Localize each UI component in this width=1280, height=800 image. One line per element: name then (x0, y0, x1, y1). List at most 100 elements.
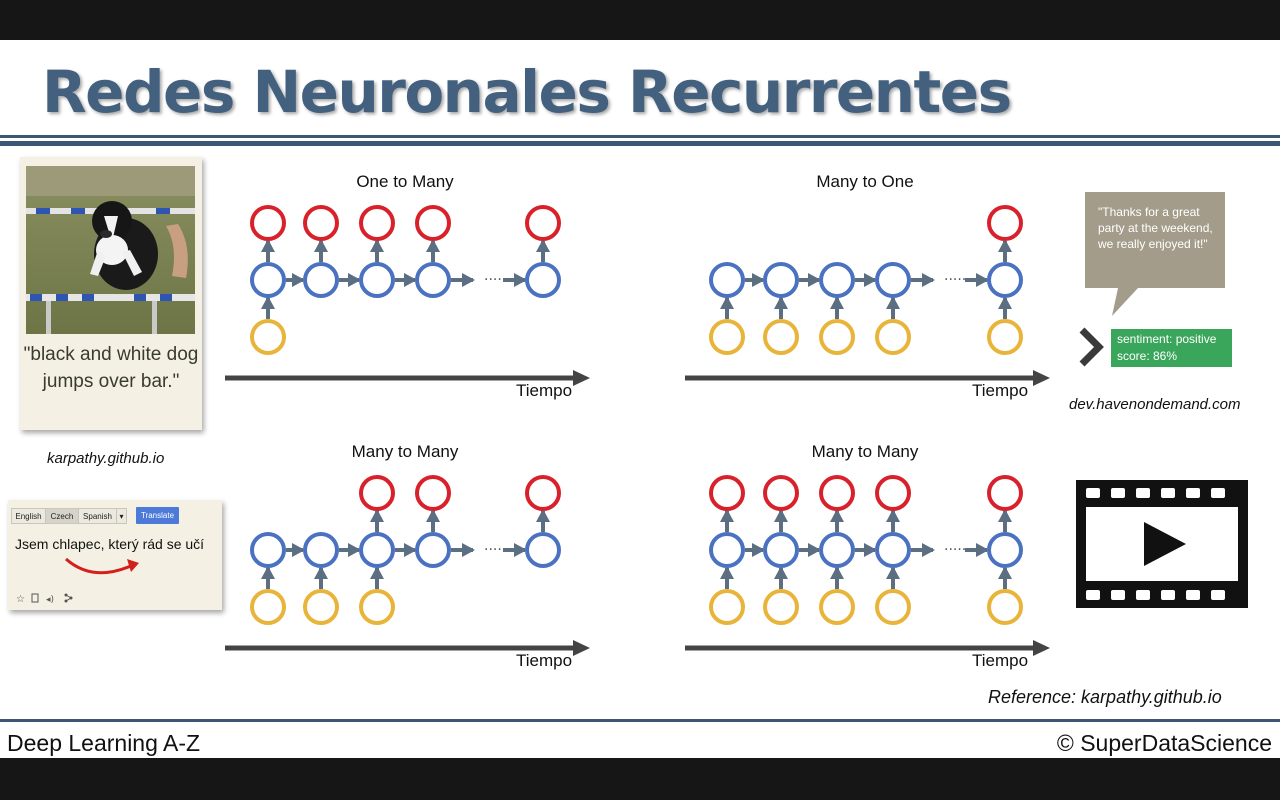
time-axis-arrow (225, 370, 590, 386)
input-node (987, 589, 1023, 625)
footer-rule (0, 719, 1280, 722)
output-arrow (998, 239, 1012, 262)
image-caption-card: "black and white dog jumps over bar." (20, 157, 202, 430)
dog-photo (26, 166, 195, 334)
sentiment-quote: "Thanks for a great party at the weekend… (1098, 205, 1213, 251)
output-arrow (426, 239, 440, 262)
recurrent-arrow (855, 273, 877, 287)
input-node (250, 589, 286, 625)
output-arrow (886, 509, 900, 532)
reference: Reference: karpathy.github.io (988, 687, 1222, 707)
input-node (875, 319, 911, 355)
output-arrow (370, 509, 384, 532)
recurrent-arrow (451, 273, 475, 287)
input-arrow (314, 566, 328, 589)
output-arrow (370, 239, 384, 262)
input-node (709, 319, 745, 355)
input-node (359, 589, 395, 625)
recurrent-arrow (799, 543, 821, 557)
hidden-node (250, 262, 286, 298)
hidden-node (875, 532, 911, 568)
recurrent-arrow (286, 543, 305, 557)
rnn-diagram: ····· (225, 475, 590, 656)
recurrent-arrow (799, 273, 821, 287)
input-node (303, 589, 339, 625)
time-label: Tiempo (516, 381, 573, 400)
output-node (250, 205, 286, 241)
rnn-diagram: ····· (685, 475, 1050, 656)
output-arrow (426, 509, 440, 532)
lang-tab-czech[interactable]: Czech (45, 508, 79, 524)
input-arrow (261, 296, 275, 319)
time-label: Tiempo (972, 381, 1029, 400)
output-node (709, 475, 745, 511)
input-node (250, 319, 286, 355)
recurrent-arrow (339, 543, 361, 557)
sentiment-result: sentiment: positive score: 86% (1111, 329, 1232, 367)
karpathy-source: karpathy.github.io (47, 450, 165, 467)
input-arrow (830, 296, 844, 319)
hidden-node (525, 262, 561, 298)
output-node (303, 205, 339, 241)
footer-course: Deep Learning A-Z (7, 730, 201, 756)
hidden-node (359, 262, 395, 298)
time-label: Tiempo (972, 651, 1029, 670)
translate-toolbar-icons: ☆ ◂) (16, 593, 73, 604)
output-node (525, 475, 561, 511)
curved-arrow-icon (65, 557, 139, 575)
output-arrow (536, 239, 550, 262)
diagram-title: Many to Many (811, 442, 919, 461)
hidden-node (525, 532, 561, 568)
title-rule-thick (0, 141, 1280, 146)
input-arrow (774, 296, 788, 319)
hidden-node (709, 532, 745, 568)
recurrent-arrow (503, 273, 527, 287)
source-text[interactable]: Jsem chlapec, který rád se učí (15, 536, 205, 552)
translate-button[interactable]: Translate (136, 507, 179, 524)
input-arrow (830, 566, 844, 589)
output-node (359, 205, 395, 241)
ellipsis-dots: ····· (944, 272, 966, 288)
input-arrow (998, 296, 1012, 319)
sentiment-score: score: 86% (1117, 349, 1178, 363)
film-play-icon (1076, 480, 1248, 608)
time-axis-arrow (685, 640, 1050, 656)
sentiment-label: sentiment: positive (1117, 332, 1217, 346)
speech-bubble-icon (1085, 192, 1225, 316)
lang-tab-english[interactable]: English (11, 508, 46, 524)
lang-tab-spanish[interactable]: Spanish (78, 508, 117, 524)
recurrent-arrow (395, 543, 417, 557)
hidden-node (987, 532, 1023, 568)
input-node (763, 319, 799, 355)
ellipsis-dots: ····· (944, 542, 966, 558)
input-node (709, 589, 745, 625)
output-node (415, 205, 451, 241)
hidden-node (303, 532, 339, 568)
diagram-title: Many to One (816, 172, 914, 191)
output-arrow (830, 509, 844, 532)
recurrent-arrow (339, 273, 361, 287)
hidden-node (415, 262, 451, 298)
footer-copyright: © SuperDataScience (1056, 730, 1272, 756)
time-axis-arrow (225, 640, 590, 656)
diagram-title: One to Many (356, 172, 454, 191)
hidden-node (819, 262, 855, 298)
input-node (875, 589, 911, 625)
output-node (763, 475, 799, 511)
output-arrow (314, 239, 328, 262)
recurrent-arrow (395, 273, 417, 287)
output-node (359, 475, 395, 511)
recurrent-arrow (745, 543, 765, 557)
recurrent-arrow (503, 543, 527, 557)
lang-dropdown-icon[interactable]: ▾ (116, 508, 127, 524)
output-node (987, 205, 1023, 241)
input-arrow (886, 566, 900, 589)
output-arrow (261, 239, 275, 262)
hidden-node (763, 532, 799, 568)
input-arrow (370, 566, 384, 589)
recurrent-arrow (965, 273, 989, 287)
hidden-node (875, 262, 911, 298)
output-arrow (720, 509, 734, 532)
input-arrow (886, 296, 900, 319)
recurrent-arrow (745, 273, 765, 287)
